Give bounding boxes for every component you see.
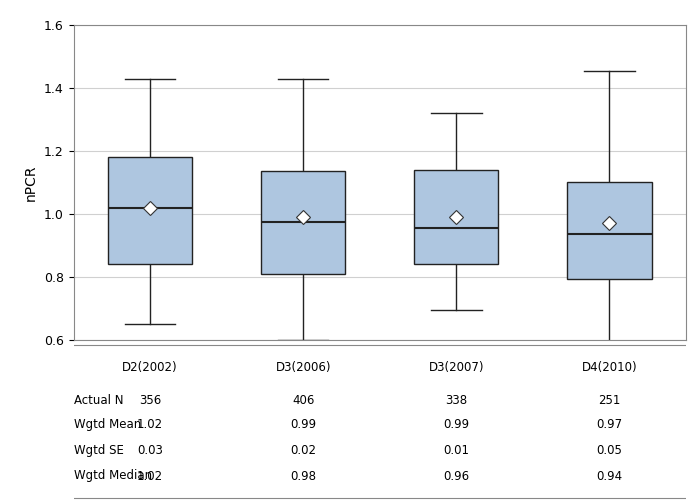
Bar bbox=[261, 172, 345, 274]
Text: D3(2007): D3(2007) bbox=[428, 360, 484, 374]
Text: 0.98: 0.98 bbox=[290, 470, 316, 482]
Text: 0.03: 0.03 bbox=[137, 444, 163, 457]
Text: Actual N: Actual N bbox=[74, 394, 123, 407]
Text: 251: 251 bbox=[598, 394, 621, 407]
Text: Wgtd Mean: Wgtd Mean bbox=[74, 418, 141, 432]
Text: Wgtd SE: Wgtd SE bbox=[74, 444, 123, 457]
Text: Wgtd Median: Wgtd Median bbox=[74, 470, 152, 482]
Text: 338: 338 bbox=[445, 394, 468, 407]
Text: 0.99: 0.99 bbox=[443, 418, 470, 432]
Bar bbox=[414, 170, 498, 264]
Text: 0.99: 0.99 bbox=[290, 418, 316, 432]
Text: 0.97: 0.97 bbox=[596, 418, 622, 432]
Text: D4(2010): D4(2010) bbox=[582, 360, 637, 374]
Text: 406: 406 bbox=[292, 394, 314, 407]
Bar bbox=[567, 182, 652, 278]
Text: D2(2002): D2(2002) bbox=[122, 360, 178, 374]
Text: 0.01: 0.01 bbox=[443, 444, 469, 457]
Text: 0.94: 0.94 bbox=[596, 470, 622, 482]
Bar bbox=[108, 158, 192, 264]
Text: 0.05: 0.05 bbox=[596, 444, 622, 457]
Text: 0.02: 0.02 bbox=[290, 444, 316, 457]
Text: 1.02: 1.02 bbox=[137, 418, 163, 432]
Text: 0.96: 0.96 bbox=[443, 470, 470, 482]
Text: 356: 356 bbox=[139, 394, 161, 407]
Y-axis label: nPCR: nPCR bbox=[25, 164, 38, 200]
Text: 1.02: 1.02 bbox=[137, 470, 163, 482]
Text: D3(2006): D3(2006) bbox=[275, 360, 331, 374]
